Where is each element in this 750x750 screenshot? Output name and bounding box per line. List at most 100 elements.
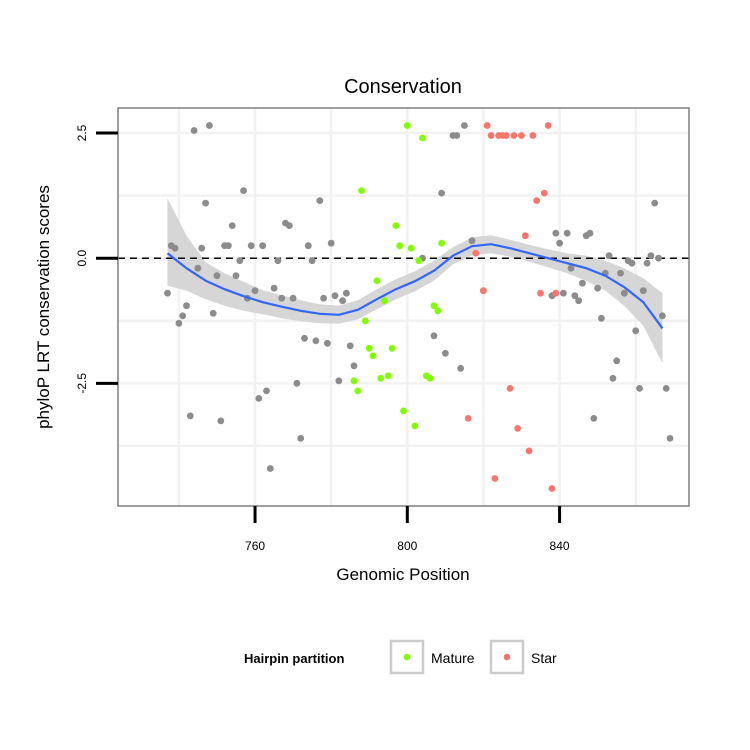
data-points — [164, 122, 674, 492]
point-other — [308, 257, 316, 265]
point-other — [590, 415, 598, 422]
point-other — [206, 122, 213, 129]
point-other — [301, 334, 308, 342]
point-other — [639, 287, 647, 295]
point-other — [259, 242, 267, 250]
point-star — [548, 485, 556, 492]
point-mature — [350, 377, 358, 385]
point-star — [521, 232, 529, 240]
point-mature — [354, 387, 362, 395]
legend-key-star — [489, 639, 525, 675]
point-other — [335, 377, 343, 385]
point-other — [594, 284, 601, 292]
point-mature — [377, 374, 385, 382]
point-star — [544, 122, 552, 129]
point-other — [571, 292, 579, 300]
point-star — [483, 122, 491, 129]
smooth-trend-line — [166, 243, 664, 329]
point-other — [636, 385, 643, 392]
point-other — [662, 385, 670, 392]
point-mature — [411, 422, 419, 430]
legend-label-mature: Mature — [431, 650, 475, 666]
point-other — [209, 309, 217, 317]
point-other — [586, 229, 594, 237]
point-other — [331, 292, 339, 300]
point-mature — [396, 242, 404, 250]
point-other — [270, 284, 278, 292]
point-other — [643, 259, 651, 267]
point-other — [339, 297, 346, 305]
x-tick-label: 760 — [245, 539, 265, 553]
y-tick-label: -2.5 — [75, 373, 89, 394]
y-tick-label: 2.5 — [75, 124, 89, 141]
point-mature — [358, 187, 365, 195]
point-other — [468, 237, 476, 245]
point-other — [552, 229, 560, 237]
point-star — [529, 132, 537, 139]
point-other — [324, 339, 331, 347]
point-other — [613, 357, 621, 365]
point-other — [343, 289, 350, 297]
legend-entry-star: Star — [489, 639, 557, 675]
point-star — [502, 132, 510, 139]
point-mature — [381, 297, 388, 305]
point-mature — [362, 317, 369, 325]
point-other — [457, 364, 464, 372]
point-mature — [400, 407, 407, 415]
point-other — [251, 287, 259, 295]
point-other — [164, 289, 171, 297]
point-other — [346, 342, 354, 350]
point-star — [510, 132, 518, 139]
point-other — [228, 222, 236, 230]
point-star — [480, 287, 487, 295]
point-other — [232, 272, 240, 280]
point-mature — [415, 257, 423, 265]
point-star — [537, 289, 544, 297]
point-star — [525, 447, 533, 455]
point-other — [285, 222, 293, 230]
point-other — [263, 387, 270, 395]
point-other — [575, 297, 582, 305]
point-other — [175, 319, 183, 327]
point-other — [278, 294, 286, 302]
point-other — [556, 239, 563, 247]
x-tick-label: 800 — [397, 539, 417, 553]
point-other — [293, 379, 301, 387]
point-other — [609, 374, 617, 382]
legend-title: Hairpin partition — [244, 651, 344, 666]
point-other — [198, 244, 206, 252]
point-other — [579, 279, 586, 287]
point-other — [213, 272, 221, 280]
point-other — [620, 289, 628, 297]
point-other — [567, 264, 575, 272]
point-other — [453, 132, 461, 139]
point-star — [491, 475, 499, 482]
point-other — [327, 239, 335, 247]
plot-panel — [118, 108, 689, 506]
point-other — [274, 257, 282, 265]
point-other — [179, 312, 187, 320]
legend-label-star: Star — [531, 650, 557, 666]
point-star — [506, 385, 514, 392]
point-other — [304, 242, 312, 250]
point-other — [430, 332, 438, 340]
point-star — [552, 289, 560, 297]
x-axis-title: Genomic Position — [336, 565, 469, 584]
point-other — [190, 127, 198, 134]
legend-marker-mature — [403, 653, 411, 661]
point-other — [651, 199, 659, 207]
point-mature — [426, 374, 434, 382]
point-other — [647, 252, 655, 260]
point-other — [186, 412, 194, 420]
point-other — [225, 242, 232, 250]
point-other — [617, 269, 624, 277]
point-other — [255, 395, 263, 402]
axes: 760 800 840 -2.5 0.0 2.5 — [75, 124, 570, 553]
legend: Hairpin partition Mature Star — [244, 639, 557, 675]
point-star — [540, 189, 548, 197]
point-other — [183, 302, 190, 310]
point-other — [194, 264, 202, 272]
point-mature — [434, 307, 442, 315]
point-star — [487, 132, 495, 139]
point-other — [247, 242, 255, 250]
